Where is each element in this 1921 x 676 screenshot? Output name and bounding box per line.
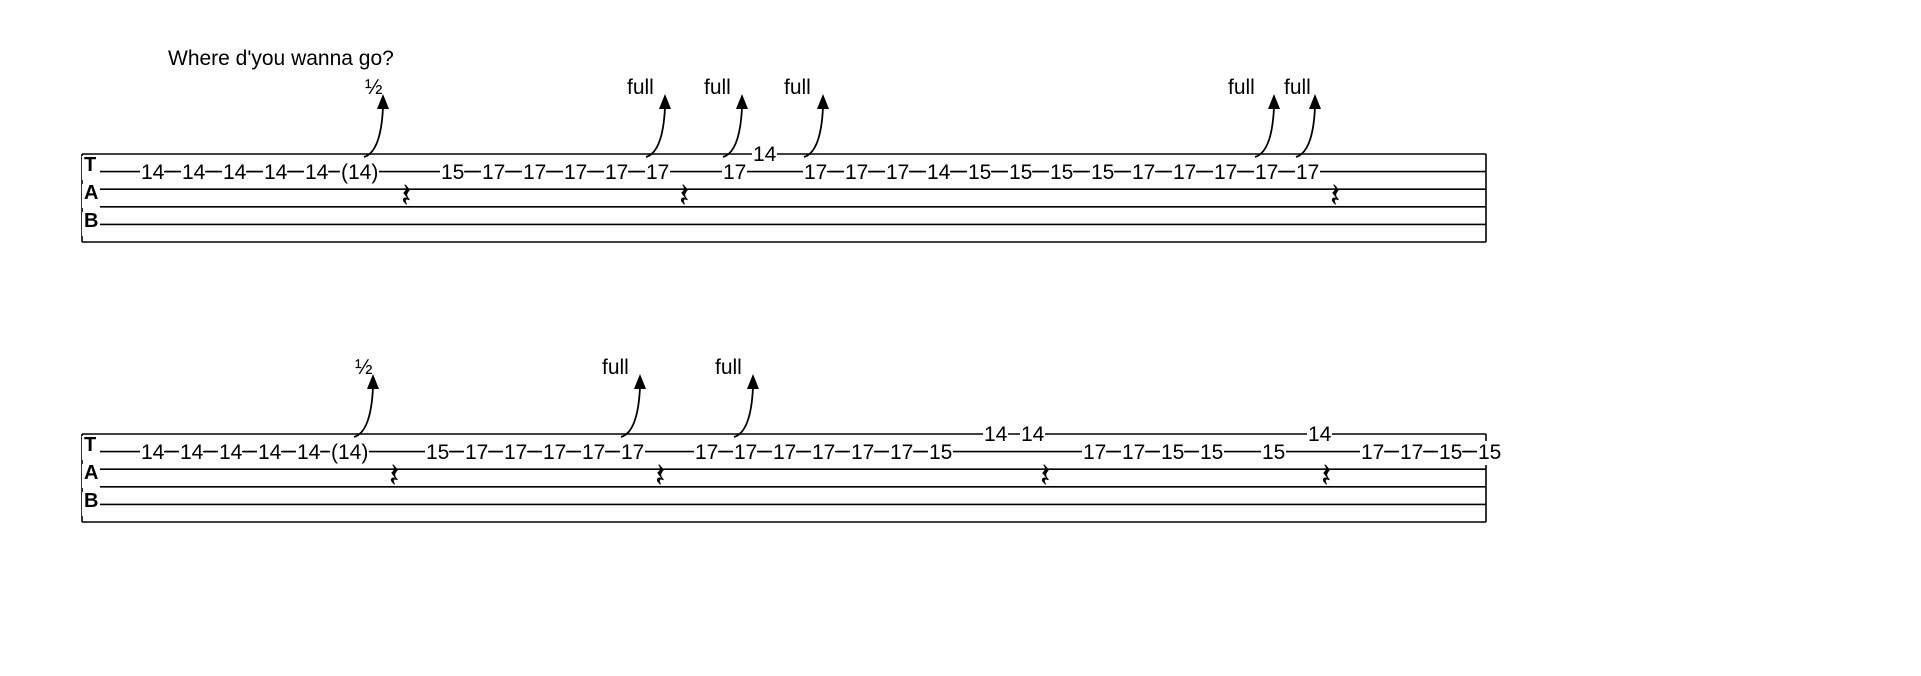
fret-number: 15 bbox=[440, 161, 465, 185]
fret-number: 14 bbox=[257, 441, 282, 465]
fret-number: 14 bbox=[296, 441, 321, 465]
bend-arrow bbox=[1293, 92, 1333, 162]
fret-number: 15 bbox=[1438, 441, 1463, 465]
fret-number: 14 bbox=[1307, 423, 1332, 447]
fret-number: (14) bbox=[340, 161, 379, 185]
fret-number: 17 bbox=[885, 161, 910, 185]
rest-symbol: 𝄽 bbox=[655, 458, 665, 496]
svg-text:T: T bbox=[84, 434, 96, 456]
bend-arrow bbox=[731, 372, 771, 442]
fret-number: 17 bbox=[850, 441, 875, 465]
fret-number: 17 bbox=[1131, 161, 1156, 185]
fret-number: 17 bbox=[694, 441, 719, 465]
fret-number: 14 bbox=[218, 441, 243, 465]
bend-arrow bbox=[643, 92, 683, 162]
fret-number: 17 bbox=[811, 441, 836, 465]
fret-number: 17 bbox=[1295, 161, 1320, 185]
fret-number: 17 bbox=[1399, 441, 1424, 465]
fret-number: 17 bbox=[1121, 441, 1146, 465]
rest-symbol: 𝄽 bbox=[679, 178, 689, 216]
fret-number: 17 bbox=[604, 161, 629, 185]
fret-number: (14) bbox=[330, 441, 369, 465]
fret-number: 17 bbox=[481, 161, 506, 185]
bend-arrow bbox=[361, 92, 401, 162]
rest-symbol: 𝄽 bbox=[1330, 178, 1340, 216]
fret-number: 15 bbox=[1090, 161, 1115, 185]
fret-number: 15 bbox=[1199, 441, 1224, 465]
fret-number: 17 bbox=[1082, 441, 1107, 465]
fret-number: 15 bbox=[1160, 441, 1185, 465]
bend-arrow bbox=[801, 92, 841, 162]
fret-number: 14 bbox=[1020, 423, 1045, 447]
rest-symbol: 𝄽 bbox=[401, 178, 411, 216]
fret-number: 14 bbox=[304, 161, 329, 185]
fret-number: 14 bbox=[179, 441, 204, 465]
bend-arrow bbox=[618, 372, 658, 442]
fret-number: 15 bbox=[928, 441, 953, 465]
fret-number: 17 bbox=[620, 441, 645, 465]
fret-number: 17 bbox=[1172, 161, 1197, 185]
bend-arrow bbox=[351, 372, 391, 442]
fret-number: 17 bbox=[1254, 161, 1279, 185]
fret-number: 17 bbox=[522, 161, 547, 185]
fret-number: 17 bbox=[645, 161, 670, 185]
fret-number: 15 bbox=[1049, 161, 1074, 185]
fret-number: 15 bbox=[425, 441, 450, 465]
svg-text:A: A bbox=[84, 462, 98, 484]
fret-number: 14 bbox=[140, 161, 165, 185]
rest-symbol: 𝄽 bbox=[1040, 458, 1050, 496]
fret-number: 17 bbox=[1360, 441, 1385, 465]
svg-text:A: A bbox=[84, 182, 98, 204]
fret-number: 17 bbox=[464, 441, 489, 465]
fret-number: 17 bbox=[772, 441, 797, 465]
rest-symbol: 𝄽 bbox=[389, 458, 399, 496]
bend-label: full bbox=[1228, 76, 1255, 100]
fret-number: 14 bbox=[140, 441, 165, 465]
fret-number: 17 bbox=[733, 441, 758, 465]
fret-number: 14 bbox=[926, 161, 951, 185]
svg-text:B: B bbox=[84, 210, 98, 232]
fret-number: 17 bbox=[1213, 161, 1238, 185]
fret-number: 17 bbox=[803, 161, 828, 185]
bend-arrow bbox=[1252, 92, 1292, 162]
fret-number: 14 bbox=[263, 161, 288, 185]
fret-number: 17 bbox=[844, 161, 869, 185]
fret-number: 15 bbox=[1008, 161, 1033, 185]
fret-number: 17 bbox=[581, 441, 606, 465]
fret-number: 17 bbox=[542, 441, 567, 465]
fret-number: 17 bbox=[563, 161, 588, 185]
fret-number: 15 bbox=[1261, 441, 1286, 465]
fret-number: 17 bbox=[722, 161, 747, 185]
fret-number: 17 bbox=[889, 441, 914, 465]
lyric-text: Where d'you wanna go? bbox=[168, 47, 394, 71]
rest-symbol: 𝄽 bbox=[1321, 458, 1331, 496]
fret-number: 15 bbox=[967, 161, 992, 185]
bend-arrow bbox=[720, 92, 760, 162]
fret-number: 17 bbox=[503, 441, 528, 465]
fret-number: 14 bbox=[222, 161, 247, 185]
fret-number: 14 bbox=[983, 423, 1008, 447]
svg-text:B: B bbox=[84, 490, 98, 512]
fret-number: 15 bbox=[1477, 441, 1502, 465]
svg-text:T: T bbox=[84, 154, 96, 176]
fret-number: 14 bbox=[181, 161, 206, 185]
